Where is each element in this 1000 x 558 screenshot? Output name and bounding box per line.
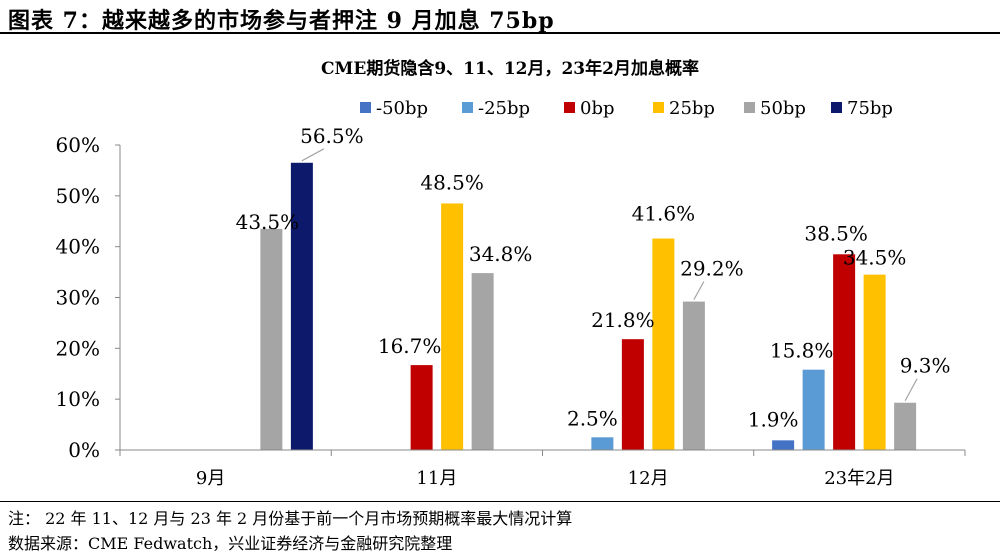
bar-75bp-9月 — [290, 162, 313, 450]
label-leader-line — [693, 281, 705, 300]
bar--25bp-23年2月 — [802, 369, 825, 450]
legend-label: 25bp — [669, 98, 715, 119]
data-label: 38.5% — [804, 221, 868, 245]
x-axis: 9月 11月 12月 23年2月 — [119, 449, 966, 489]
legend-item-3: 25bp — [653, 98, 715, 119]
data-label: 34.8% — [469, 242, 533, 266]
bar-0bp-11月 — [410, 365, 433, 450]
bar-50bp-9月 — [260, 228, 283, 450]
x-tick-label: 11月 — [416, 468, 457, 489]
legend-item-5: 75bp — [831, 98, 893, 119]
bar-25bp-11月 — [441, 203, 464, 450]
y-tick-label: 0% — [68, 438, 100, 462]
legend-label: 75bp — [847, 98, 893, 119]
data-label: 1.9% — [748, 407, 799, 431]
legend-item-4: 50bp — [744, 98, 806, 119]
y-tick-label: 50% — [56, 184, 100, 208]
legend-item-2: 0bp — [564, 98, 615, 119]
legend-label: 0bp — [580, 98, 615, 119]
bars — [260, 162, 917, 450]
y-tick-label: 10% — [56, 387, 100, 411]
legend-swatch — [831, 102, 842, 113]
legend-swatch — [360, 102, 371, 113]
x-tick-label: 23年2月 — [824, 468, 894, 489]
bar-chart: CME期货隐含9、11、12月，23年2月加息概率 -50bp -25bp 0bp 2… — [56, 58, 966, 489]
bar-0bp-12月 — [621, 339, 644, 450]
legend-item-1: -25bp — [462, 98, 530, 119]
legend-label: -25bp — [478, 98, 530, 119]
bar--25bp-12月 — [591, 437, 614, 450]
bar-50bp-11月 — [471, 273, 494, 450]
y-tick-label: 20% — [56, 336, 100, 360]
y-tick-label: 40% — [56, 235, 100, 259]
label-leader-line — [301, 148, 325, 162]
legend-swatch — [564, 102, 575, 113]
data-label: 21.8% — [591, 308, 655, 332]
data-label: 29.2% — [680, 257, 744, 281]
data-label: 2.5% — [567, 406, 618, 430]
legend-item-0: -50bp — [360, 98, 428, 119]
label-leader-line — [904, 378, 918, 402]
legend-swatch — [462, 102, 473, 113]
x-tick-label: 9月 — [196, 468, 225, 489]
y-axis: 0% 10% 20% 30% 40% 50% 60% — [56, 133, 121, 462]
bar-0bp-23年2月 — [833, 254, 856, 450]
bar--50bp-23年2月 — [772, 440, 795, 450]
title-rule — [0, 32, 1000, 34]
legend-label: -50bp — [376, 98, 428, 119]
legend-swatch — [744, 102, 755, 113]
data-label: 16.7% — [378, 334, 442, 358]
data-label: 41.6% — [632, 202, 696, 226]
data-label: 34.5% — [843, 246, 907, 270]
bar-50bp-12月 — [682, 301, 705, 450]
data-label: 56.5% — [300, 124, 364, 148]
data-label: 9.3% — [900, 354, 951, 378]
figure-title: 图表 7：越来越多的市场参与者押注 9 月加息 75bp — [8, 8, 555, 34]
chart-title: CME期货隐含9、11、12月，23年2月加息概率 — [321, 58, 699, 79]
data-label: 48.5% — [420, 170, 484, 194]
footer-rule — [0, 501, 1000, 502]
bar-25bp-12月 — [652, 238, 675, 450]
legend-swatch — [653, 102, 664, 113]
bar-50bp-23年2月 — [894, 402, 917, 450]
data-label: 15.8% — [770, 339, 834, 363]
legend: -50bp -25bp 0bp 25bp 50bp 75bp — [360, 98, 893, 119]
legend-label: 50bp — [760, 98, 806, 119]
data-source: 数据来源：CME Fedwatch，兴业证券经济与金融研究院整理 — [8, 534, 453, 553]
data-label: 43.5% — [236, 210, 300, 234]
data-labels: 43.5% 56.5% 16.7% 48.5% 34.8% 2.5% 21.8% 41.6% 2… — [236, 124, 951, 432]
y-tick-label: 60% — [56, 133, 100, 157]
y-tick-label: 30% — [56, 286, 100, 310]
x-tick-label: 12月 — [628, 468, 669, 489]
bar-25bp-23年2月 — [863, 274, 886, 450]
chart-note: 注： 22 年 11、12 月与 23 年 2 月份基于前一个月市场预期概率最大… — [8, 509, 573, 528]
